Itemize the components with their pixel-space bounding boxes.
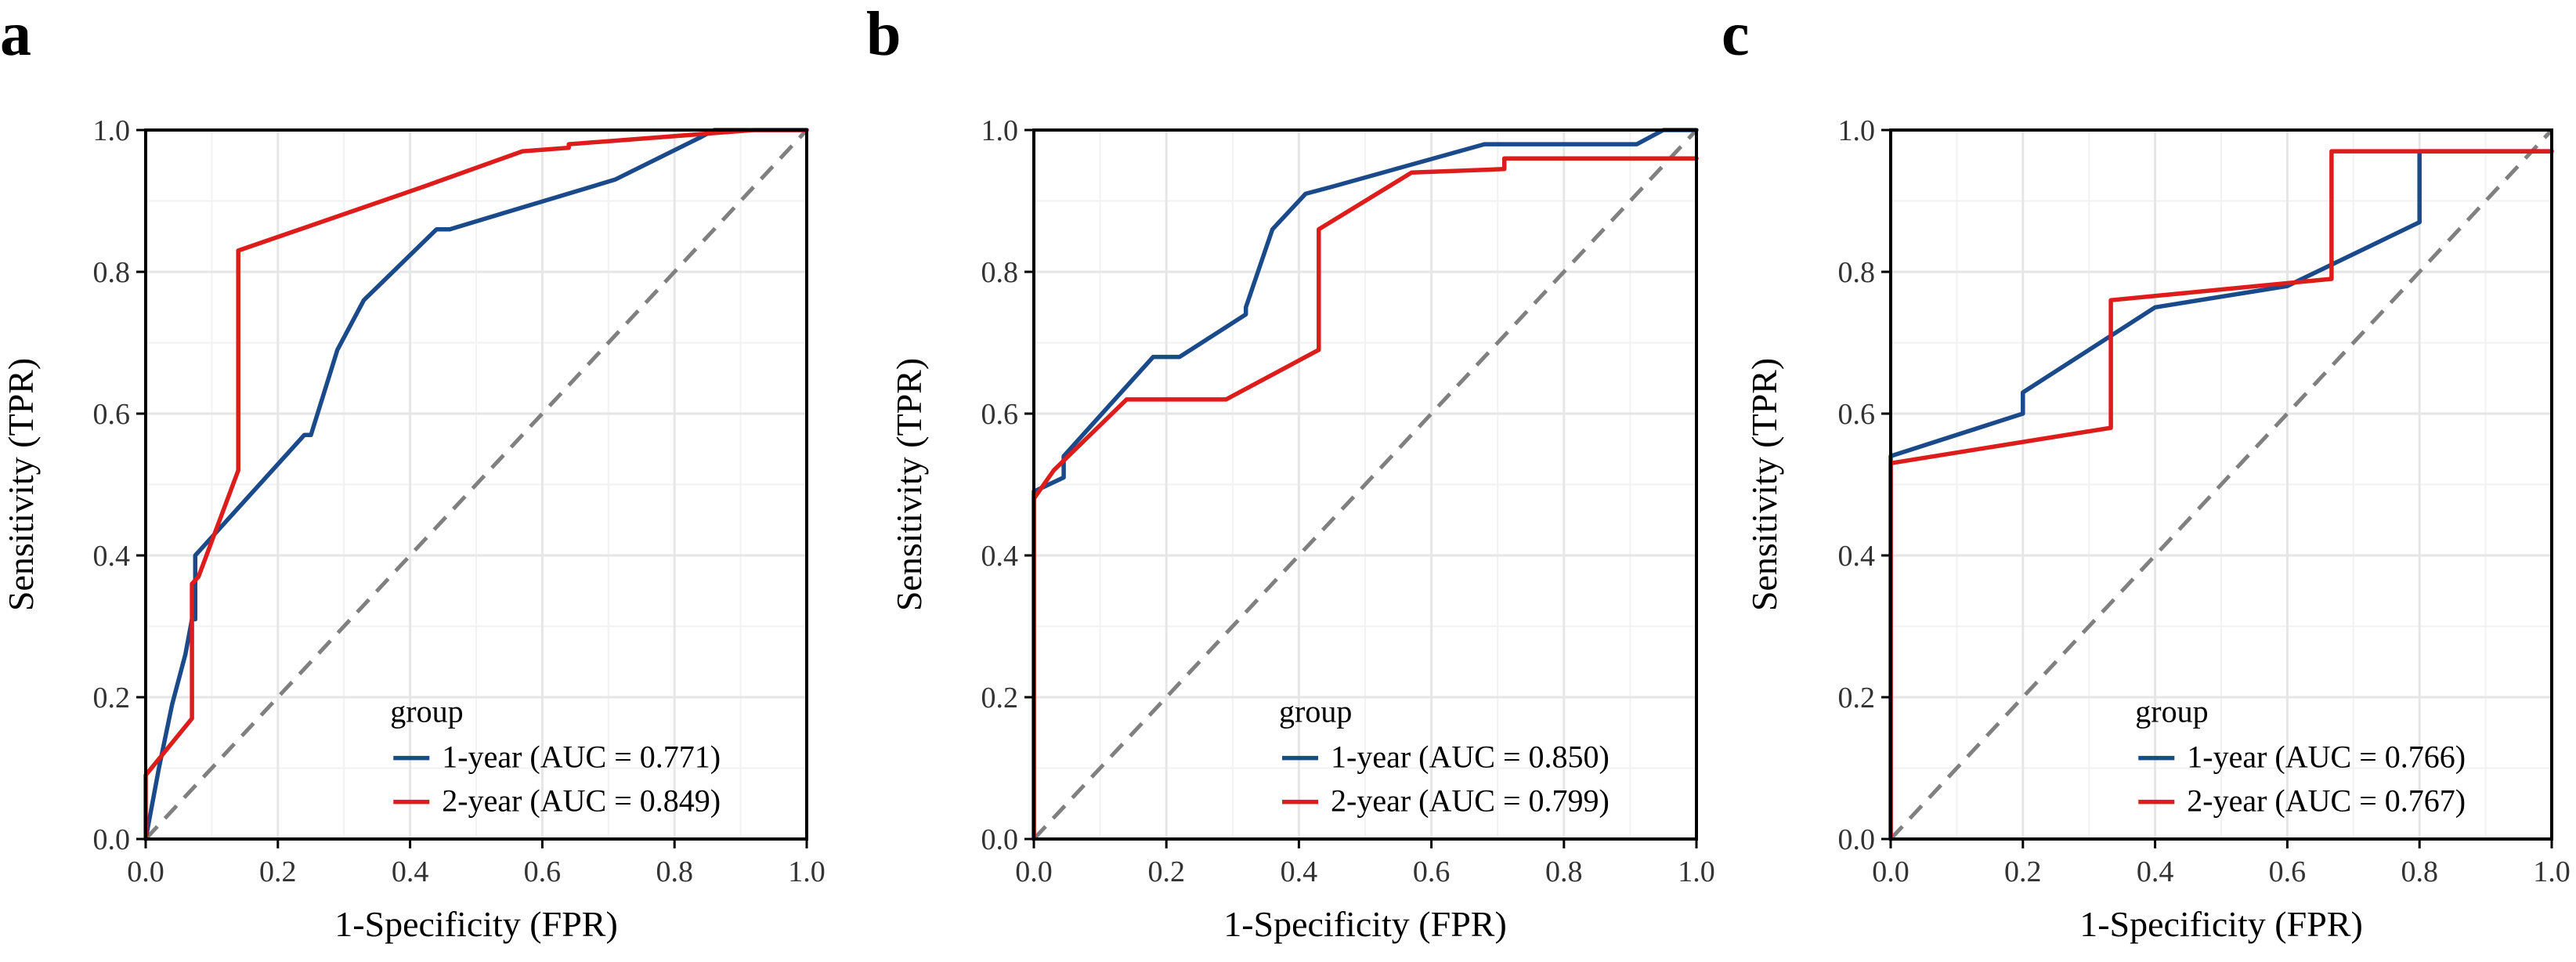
plot-border bbox=[1889, 128, 2553, 841]
x-tick-label: 0.6 bbox=[1413, 855, 1451, 888]
y-tick-label: 1.0 bbox=[1838, 114, 1876, 147]
legend-label-series-1: 1-year (AUC = 0.766) bbox=[2187, 740, 2466, 775]
y-tick-label: 1.0 bbox=[981, 114, 1019, 147]
x-tick-label: 0.2 bbox=[259, 855, 297, 888]
x-tick-label: 1.0 bbox=[2533, 855, 2571, 888]
legend-label-series-1: 1-year (AUC = 0.771) bbox=[442, 740, 721, 775]
x-axis-title: 1-Specificity (FPR) bbox=[2079, 904, 2363, 944]
panel-label: c bbox=[1722, 0, 1750, 69]
roc-panel-a: 0.0 0.2 0.4 0.6 0.8 1.0 0.0 0.2 0.4 0.6 0.8 1.0 1-Sp… bbox=[0, 0, 826, 944]
legend-label-series-2: 2-year (AUC = 0.767) bbox=[2187, 783, 2466, 819]
y-tick-label: 0.4 bbox=[1838, 540, 1876, 573]
y-axis-title: Sensitivity (TPR) bbox=[889, 358, 929, 611]
legend-label-series-1: 1-year (AUC = 0.850) bbox=[1331, 740, 1610, 775]
y-tick-label: 0.4 bbox=[981, 540, 1019, 573]
y-tick-label: 0.0 bbox=[1838, 823, 1876, 856]
legend: group 1-year (AUC = 0.771) 2-year (AUC = 0… bbox=[390, 694, 721, 819]
x-tick-label: 0.0 bbox=[1872, 855, 1909, 888]
y-tick-label: 0.2 bbox=[93, 682, 131, 714]
y-tick-label: 0.2 bbox=[1838, 682, 1876, 714]
x-tick-label: 0.2 bbox=[2004, 855, 2042, 888]
legend-label-series-2: 2-year (AUC = 0.849) bbox=[442, 783, 721, 819]
x-axis-title: 1-Specificity (FPR) bbox=[334, 904, 618, 944]
reference-diagonal-line bbox=[1889, 128, 2553, 841]
x-tick-label: 0.6 bbox=[2269, 855, 2307, 888]
panel-label: a bbox=[0, 0, 31, 69]
legend-title: group bbox=[1279, 694, 1352, 729]
x-tick-label: 0.8 bbox=[2401, 855, 2438, 888]
legend-title: group bbox=[2135, 694, 2208, 729]
roc-panel-c: 0.0 0.2 0.4 0.6 0.8 1.0 0.0 0.2 0.4 0.6 0.8 1.0 1-Sp… bbox=[1722, 0, 2571, 944]
y-tick-label: 0.6 bbox=[1838, 398, 1876, 431]
roc-curve-series-1 bbox=[1888, 149, 2554, 841]
x-tick-label: 0.6 bbox=[524, 855, 562, 888]
x-tick-label: 0.0 bbox=[127, 855, 164, 888]
x-tick-label: 0.4 bbox=[2137, 855, 2174, 888]
reference-diagonal-line bbox=[144, 128, 808, 841]
plot-border bbox=[144, 128, 808, 841]
y-tick-label: 0.8 bbox=[1838, 256, 1876, 289]
x-axis-title: 1-Specificity (FPR) bbox=[1223, 904, 1507, 944]
x-tick-label: 1.0 bbox=[788, 855, 826, 888]
x-tick-label: 0.2 bbox=[1147, 855, 1185, 888]
y-tick-label: 0.4 bbox=[93, 540, 131, 573]
y-tick-label: 0.6 bbox=[93, 398, 131, 431]
roc-curve-series-1 bbox=[1031, 128, 1699, 841]
reference-diagonal-line bbox=[1032, 128, 1698, 841]
plot-border bbox=[1032, 128, 1698, 841]
y-tick-label: 0.8 bbox=[981, 256, 1019, 289]
x-tick-label: 0.4 bbox=[1281, 855, 1318, 888]
y-tick-label: 0.0 bbox=[981, 823, 1019, 856]
x-tick-label: 0.0 bbox=[1015, 855, 1053, 888]
roc-panel-b: 0.0 0.2 0.4 0.6 0.8 1.0 0.0 0.2 0.4 0.6 0.8 1.0 1-Sp… bbox=[866, 0, 1715, 944]
y-tick-label: 0.6 bbox=[981, 398, 1019, 431]
y-axis-title: Sensitivity (TPR) bbox=[1744, 358, 1784, 611]
panel-label: b bbox=[866, 0, 901, 69]
y-axis-title: Sensitivity (TPR) bbox=[1, 358, 41, 611]
legend-label-series-2: 2-year (AUC = 0.799) bbox=[1331, 783, 1610, 819]
roc-curve-series-2 bbox=[1031, 156, 1699, 841]
y-tick-label: 0.0 bbox=[93, 823, 131, 856]
roc-curve-series-2 bbox=[143, 128, 809, 841]
x-tick-label: 0.8 bbox=[656, 855, 693, 888]
y-tick-label: 0.2 bbox=[981, 682, 1019, 714]
legend: group 1-year (AUC = 0.766) 2-year (AUC = 0… bbox=[2135, 694, 2466, 819]
x-tick-label: 1.0 bbox=[1678, 855, 1715, 888]
x-tick-label: 0.4 bbox=[392, 855, 429, 888]
x-tick-label: 0.8 bbox=[1545, 855, 1583, 888]
legend-title: group bbox=[390, 694, 463, 729]
roc-curve-series-1 bbox=[143, 128, 809, 841]
y-tick-label: 1.0 bbox=[93, 114, 131, 147]
y-tick-label: 0.8 bbox=[93, 256, 131, 289]
legend: group 1-year (AUC = 0.850) 2-year (AUC = 0… bbox=[1279, 694, 1610, 819]
